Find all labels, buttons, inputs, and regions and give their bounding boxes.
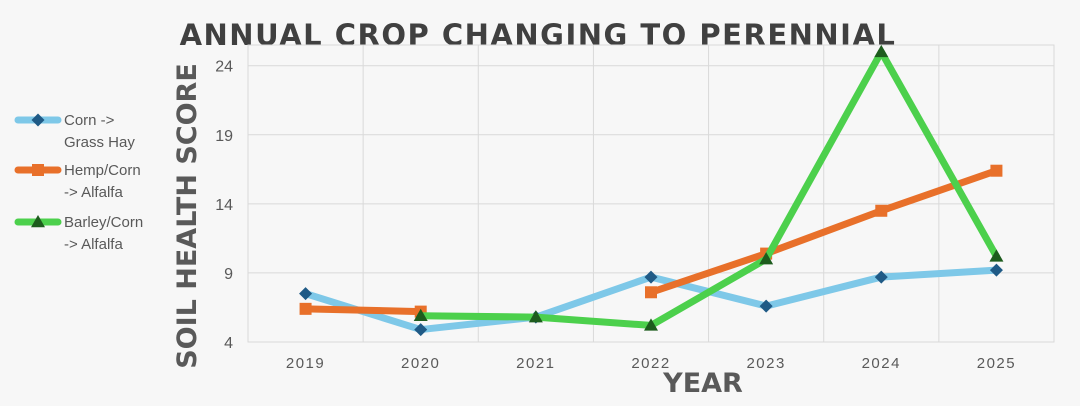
data-point (989, 249, 1004, 262)
series-line (302, 305, 425, 316)
legend-label: -> Alfalfa (64, 236, 123, 253)
x-tick-label: 2023 (746, 355, 785, 372)
y-tick-label: 19 (215, 128, 233, 145)
legend-marker (31, 113, 45, 127)
data-point (645, 286, 657, 299)
data-point (990, 164, 1003, 177)
data-point (989, 263, 1003, 277)
x-tick-label: 2019 (286, 355, 325, 372)
data-point (875, 204, 888, 217)
legend-label: -> Alfalfa (64, 184, 123, 201)
series-lines (299, 44, 1004, 337)
series-3 (413, 44, 1004, 331)
data-point (528, 310, 543, 323)
x-tick-label: 2020 (401, 355, 440, 372)
legend-item-1: Corn -> Grass Hay (14, 112, 135, 151)
legend-item-3: Barley/Corn -> Alfalfa (14, 214, 143, 253)
series-2 (299, 164, 1003, 318)
x-tick-label: 2024 (862, 355, 901, 372)
data-point (644, 270, 658, 284)
y-axis-ticks: 4 9 14 19 24 (215, 59, 233, 352)
legend-item-2: Hemp/Corn -> Alfalfa (14, 162, 141, 201)
data-point (874, 270, 888, 284)
legend-marker (32, 164, 44, 176)
legend-label: Grass Hay (64, 134, 135, 151)
x-tick-label: 2025 (977, 355, 1016, 372)
legend-marker (31, 215, 45, 228)
data-point (414, 323, 428, 337)
chart-title: ANNUAL CROP CHANGING TO PERENNIAL (180, 18, 897, 52)
x-axis-title: YEAR (662, 368, 743, 399)
x-tick-label: 2021 (516, 355, 555, 372)
data-point (299, 302, 312, 315)
data-point (759, 299, 773, 313)
legend-label: Corn -> (64, 112, 115, 129)
legend-label: Barley/Corn (64, 214, 143, 231)
y-tick-label: 9 (224, 266, 233, 283)
legend-label: Hemp/Corn (64, 162, 141, 179)
data-point (644, 318, 658, 331)
y-tick-label: 14 (215, 197, 233, 214)
x-axis-ticks: 2019 2020 2021 2022 2023 2024 2025 (286, 355, 1016, 372)
series-1 (299, 263, 1003, 337)
x-tick-label: 2022 (631, 355, 670, 372)
data-point (874, 44, 889, 58)
data-point (299, 287, 313, 301)
y-tick-label: 4 (224, 335, 233, 352)
y-tick-label: 24 (215, 59, 233, 76)
data-point (759, 252, 774, 265)
data-point (413, 308, 428, 322)
series-line (417, 48, 1000, 329)
y-axis-title: SOIL HEALTH SCORE (172, 63, 203, 369)
series-line (647, 167, 1000, 296)
